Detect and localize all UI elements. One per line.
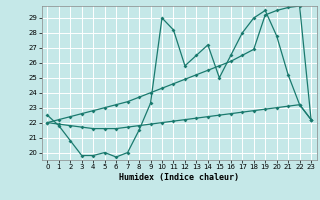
X-axis label: Humidex (Indice chaleur): Humidex (Indice chaleur) (119, 173, 239, 182)
